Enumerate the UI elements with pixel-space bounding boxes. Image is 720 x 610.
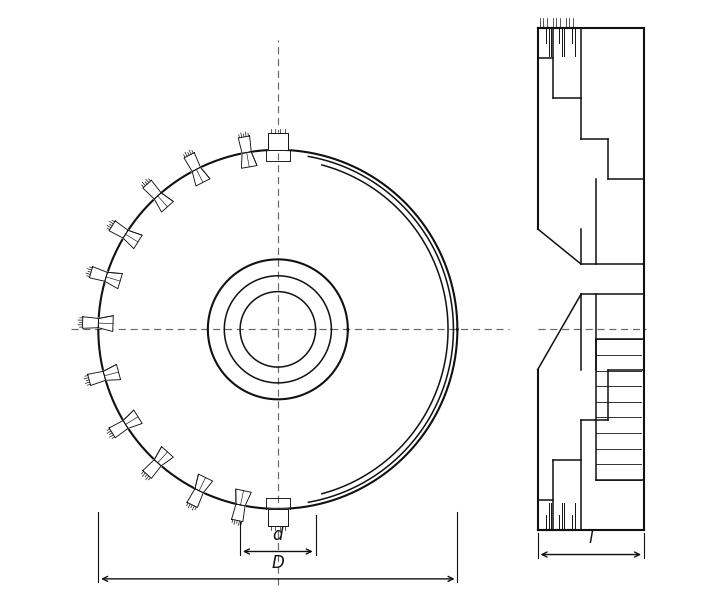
Polygon shape bbox=[143, 181, 161, 199]
Polygon shape bbox=[123, 410, 142, 428]
Polygon shape bbox=[103, 364, 120, 380]
Text: l: l bbox=[588, 529, 593, 547]
Polygon shape bbox=[238, 136, 251, 153]
Polygon shape bbox=[195, 474, 212, 493]
Polygon shape bbox=[241, 152, 257, 168]
Polygon shape bbox=[232, 504, 245, 522]
Polygon shape bbox=[187, 489, 203, 508]
Polygon shape bbox=[98, 316, 113, 331]
Polygon shape bbox=[154, 447, 174, 466]
Polygon shape bbox=[192, 167, 210, 186]
Polygon shape bbox=[184, 152, 200, 171]
Polygon shape bbox=[143, 460, 161, 478]
Polygon shape bbox=[123, 231, 142, 249]
Polygon shape bbox=[268, 509, 287, 526]
Polygon shape bbox=[109, 221, 128, 238]
Polygon shape bbox=[109, 420, 128, 438]
Polygon shape bbox=[89, 267, 107, 281]
Polygon shape bbox=[88, 371, 106, 386]
Text: D: D bbox=[271, 553, 284, 572]
Text: d: d bbox=[273, 526, 283, 544]
Polygon shape bbox=[82, 317, 99, 328]
Polygon shape bbox=[268, 133, 287, 150]
Polygon shape bbox=[236, 489, 251, 506]
Polygon shape bbox=[105, 273, 122, 289]
Polygon shape bbox=[154, 193, 174, 212]
